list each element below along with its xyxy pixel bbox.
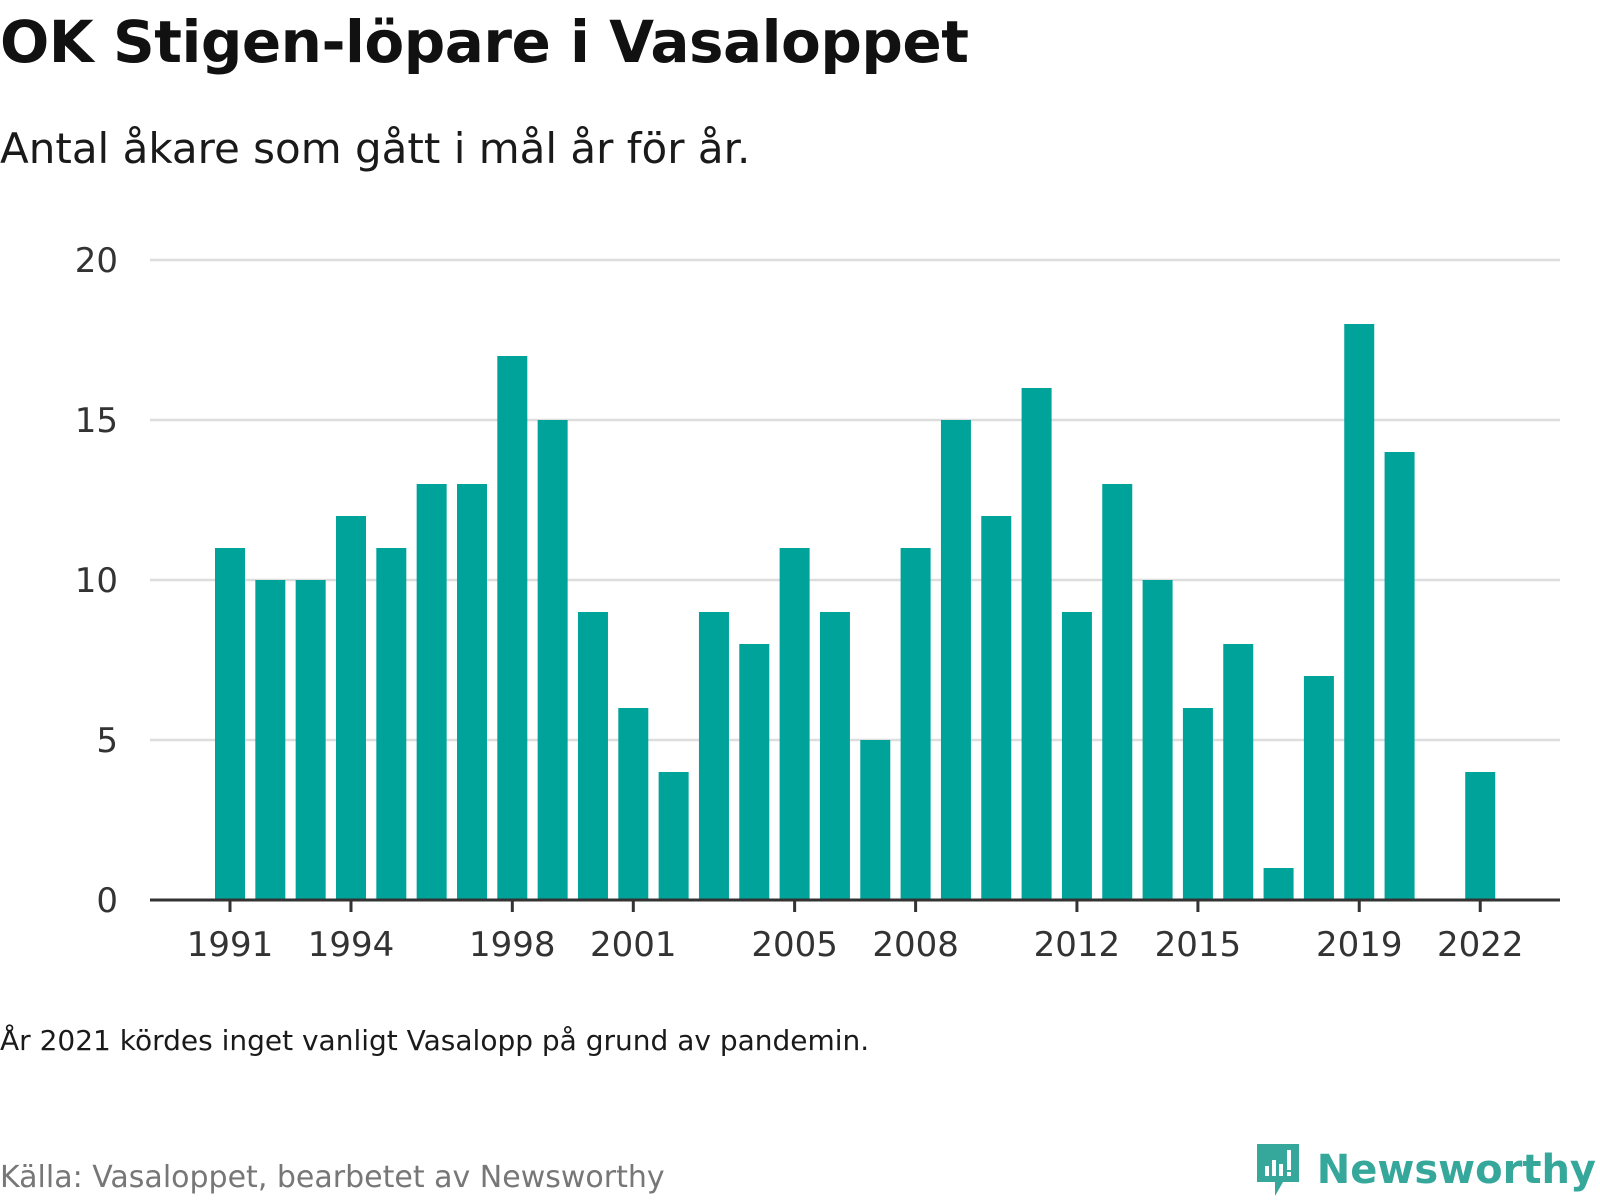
bar-2018 [1303, 676, 1334, 900]
x-tick-label: 1991 [187, 925, 274, 965]
newsworthy-logo-icon [1256, 1144, 1299, 1196]
bar-1992 [255, 580, 286, 900]
bar-2005 [779, 548, 810, 900]
chart-title: OK Stigen-löpare i Vasaloppet [0, 8, 969, 76]
bar-2022 [1465, 772, 1496, 900]
bar-2006 [819, 612, 850, 900]
bar-2014 [1142, 580, 1173, 900]
x-tick-label: 2019 [1316, 925, 1403, 965]
bar-chart: 0 5 10 15 20 1991 1994 1998 2001 2005 2008 2012 2015… [75, 241, 1560, 965]
footnote: År 2021 kördes inget vanligt Vasalopp på… [0, 1024, 870, 1057]
y-tick-label: 0 [96, 881, 118, 921]
bar-2003 [698, 612, 729, 900]
bar-2001 [618, 708, 649, 900]
bar-2017 [1263, 868, 1294, 900]
y-tick-label: 20 [75, 241, 118, 281]
bar-2020 [1384, 452, 1415, 900]
brand-name: Newsworthy [1316, 1147, 1596, 1193]
x-tick-label: 2001 [590, 925, 677, 965]
bar-2012 [1061, 612, 1092, 900]
x-tick-label: 2012 [1034, 925, 1121, 965]
bar-1999 [537, 420, 568, 900]
bar-2013 [1102, 484, 1133, 900]
bar-1998 [497, 356, 528, 900]
y-tick-label: 10 [75, 561, 118, 601]
bar-1996 [416, 484, 447, 900]
bar-1993 [295, 580, 326, 900]
x-tick-label: 1998 [469, 925, 556, 965]
bar-2008 [900, 548, 931, 900]
x-tick-label: 1994 [308, 925, 395, 965]
y-tick-label: 5 [96, 721, 118, 761]
source-credit: Källa: Vasaloppet, bearbetet av Newswort… [0, 1160, 665, 1195]
bar-2016 [1223, 644, 1254, 900]
bar-2002 [658, 772, 689, 900]
y-tick-label: 15 [75, 401, 118, 441]
bar-1995 [376, 548, 407, 900]
x-tick-label: 2015 [1155, 925, 1242, 965]
bars [215, 324, 1496, 900]
bar-2000 [577, 612, 608, 900]
x-tick-label: 2022 [1437, 925, 1524, 965]
x-tick-label: 2008 [872, 925, 959, 965]
bar-1997 [456, 484, 487, 900]
bar-2004 [739, 644, 770, 900]
bar-2015 [1182, 708, 1213, 900]
bar-2011 [1021, 388, 1052, 900]
bar-1994 [335, 516, 366, 900]
bar-2009 [940, 420, 971, 900]
brand-logo: Newsworthy [1253, 1138, 1596, 1202]
bar-2019 [1344, 324, 1375, 900]
axes: 0 5 10 15 20 1991 1994 1998 2001 2005 2008 2012 2015… [75, 241, 1560, 965]
chart-subtitle: Antal åkare som gått i mål år för år. [0, 124, 751, 173]
bar-1991 [215, 548, 245, 900]
bar-2010 [981, 516, 1012, 900]
bar-2007 [860, 740, 891, 900]
x-tick-label: 2005 [751, 925, 838, 965]
